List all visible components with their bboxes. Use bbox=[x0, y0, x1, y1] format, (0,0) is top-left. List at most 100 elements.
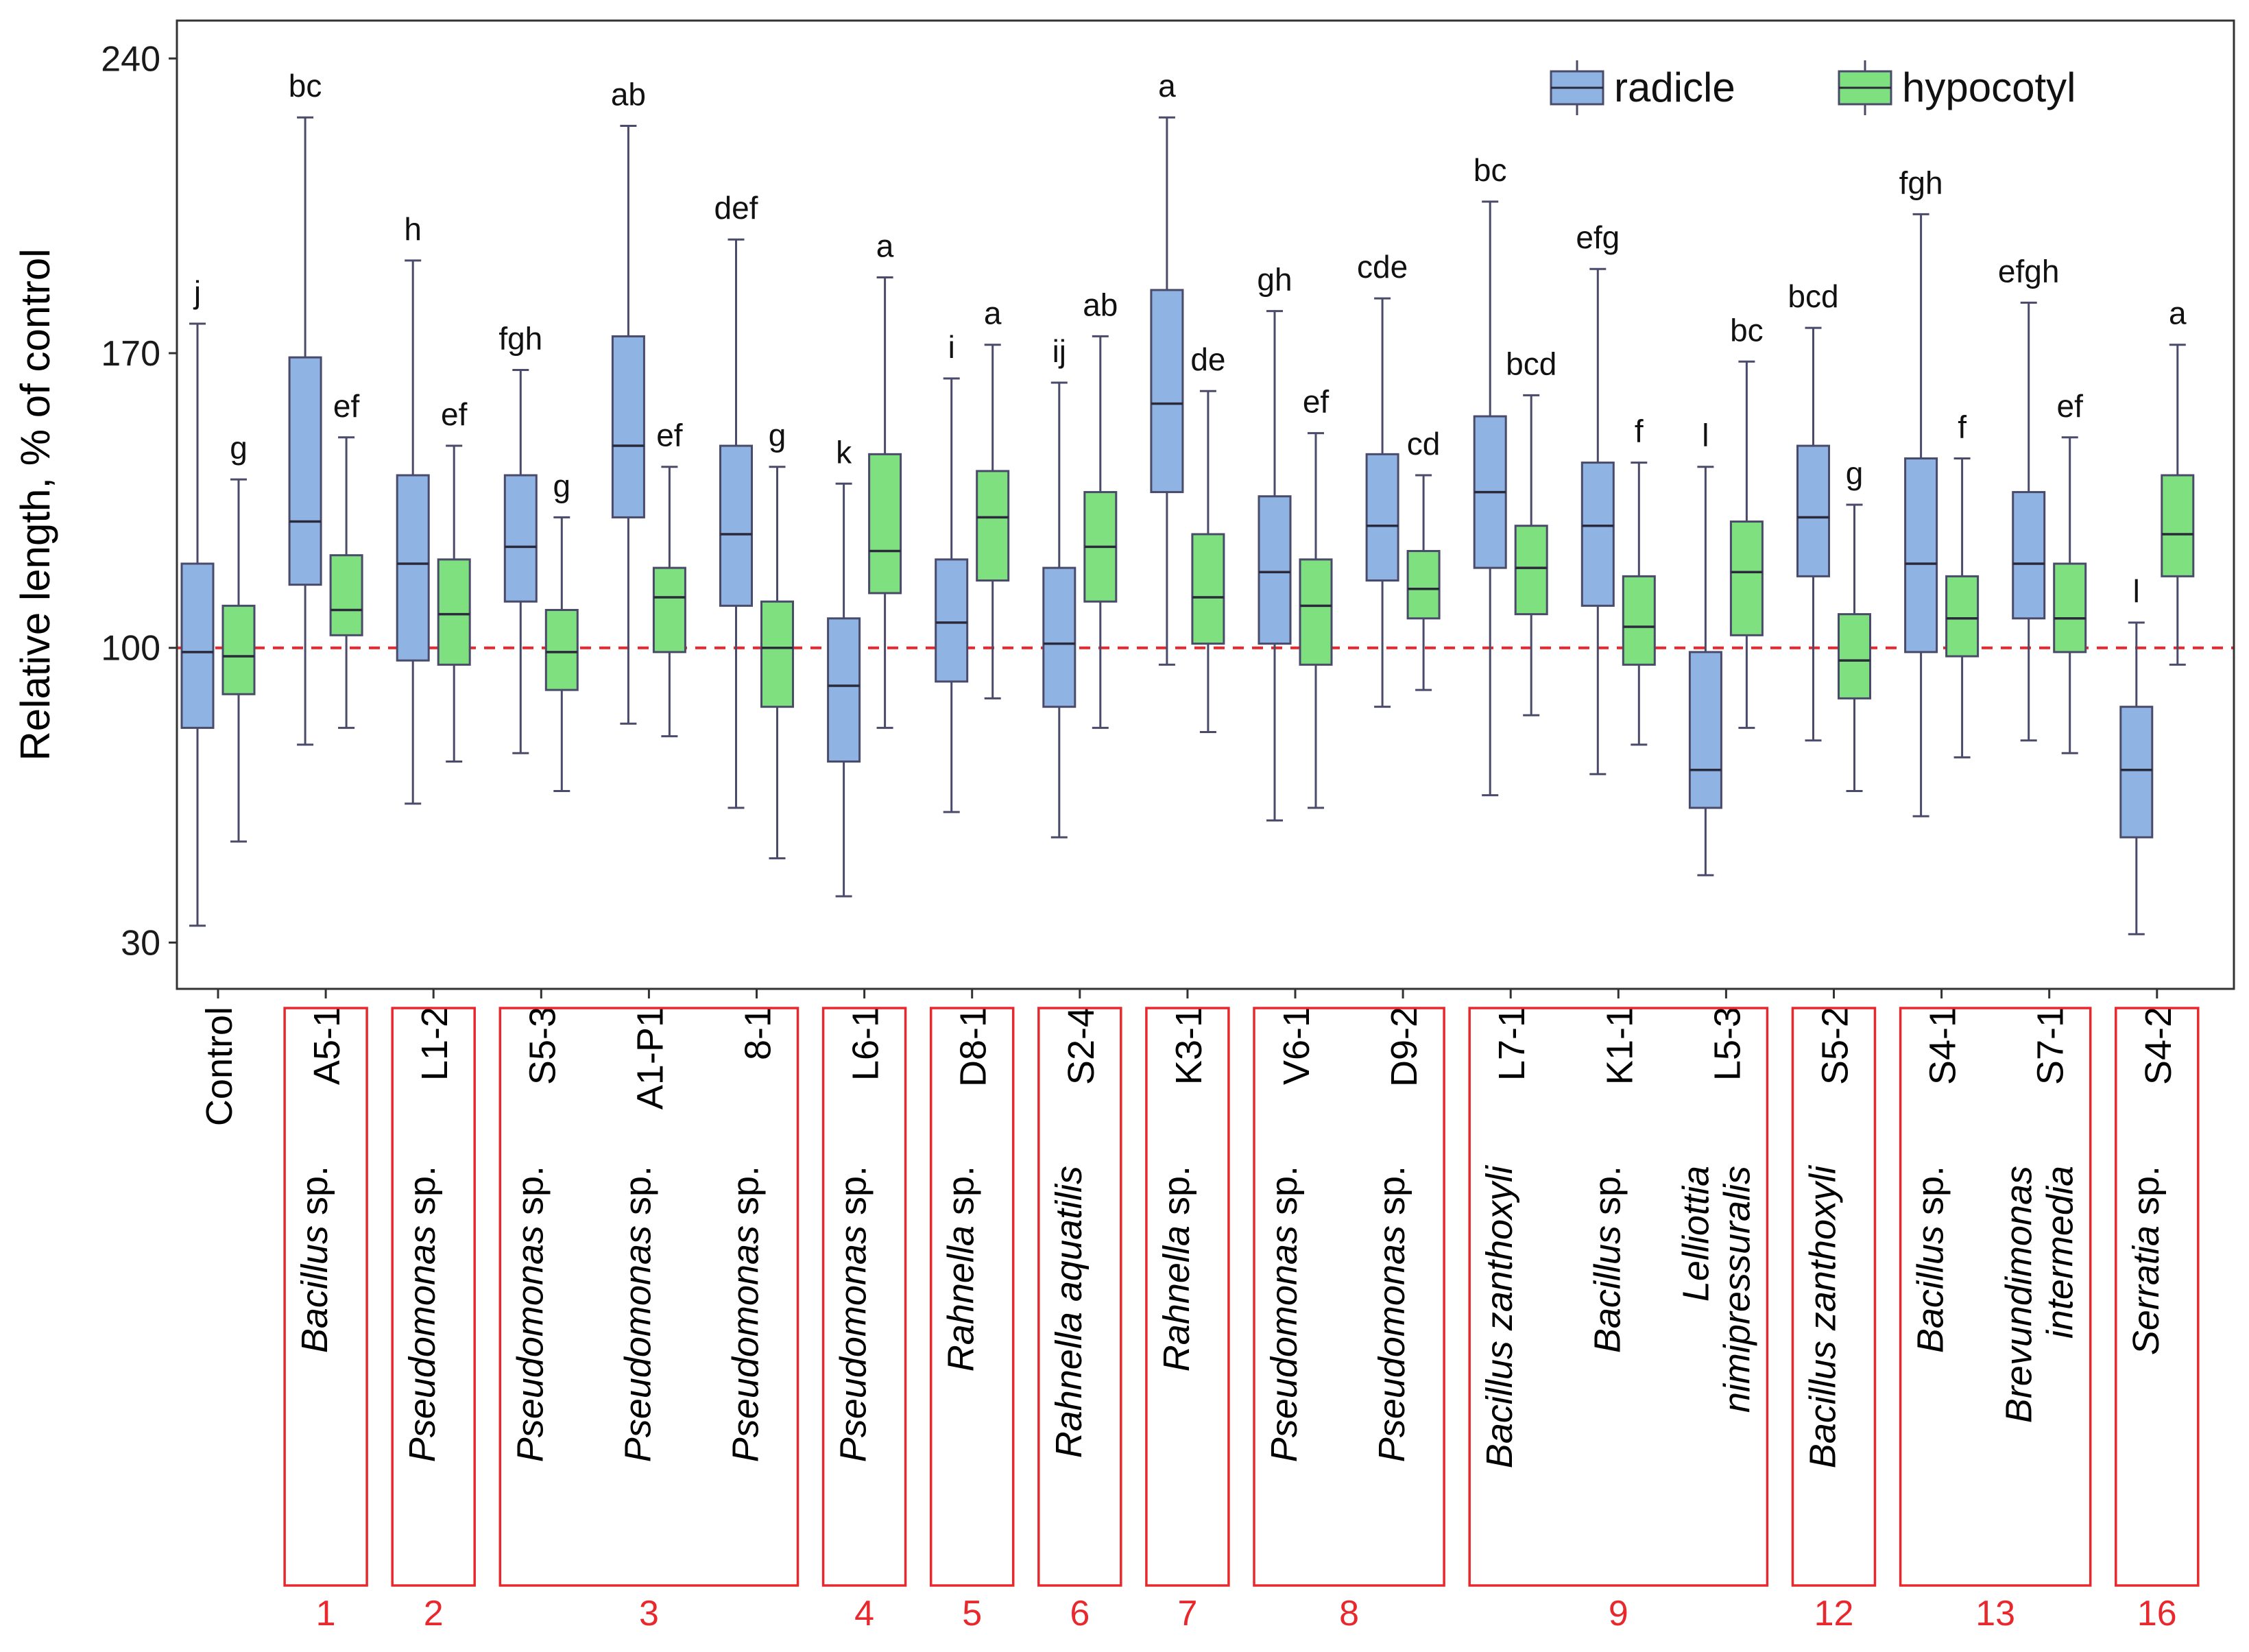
significance-letter: fgh bbox=[1899, 165, 1943, 200]
box-radicle-S4-1: fgh bbox=[1899, 165, 1943, 817]
box-hypocotyl-S7-1: ef bbox=[2053, 388, 2087, 754]
group-bracket bbox=[1899, 1007, 2092, 1587]
species-label-part: sp. bbox=[402, 1166, 443, 1225]
species-label-line1: Brevundimonas bbox=[1999, 1166, 2040, 1423]
species-label: Pseudomonas sp. bbox=[1371, 1166, 1412, 1462]
box-iqr bbox=[2053, 562, 2087, 654]
strain-label: 8-1 bbox=[738, 1007, 779, 1060]
box-iqr bbox=[935, 558, 969, 683]
box-radicle-L5-3: l bbox=[1688, 418, 1722, 876]
box-iqr bbox=[1688, 651, 1722, 809]
species-label-part: sp. bbox=[1910, 1166, 1951, 1225]
y-tick-label: 240 bbox=[101, 39, 160, 79]
box-hypocotyl-V6-1: ef bbox=[1299, 384, 1333, 809]
box-hypocotyl-S4-2: a bbox=[2161, 296, 2195, 666]
species-label-part: sp. bbox=[725, 1166, 767, 1225]
box-iqr bbox=[1622, 575, 1656, 666]
group-number: 1 bbox=[316, 1594, 336, 1633]
significance-letter: l bbox=[2133, 573, 2140, 609]
box-hypocotyl-A1-P1: ef bbox=[652, 418, 686, 738]
significance-letter: g bbox=[1846, 455, 1864, 491]
significance-letter: a bbox=[2169, 296, 2187, 331]
group-bracket bbox=[1145, 1007, 1230, 1587]
species-label: Bacillus zanthoxyli bbox=[1479, 1164, 1520, 1468]
significance-letter: l bbox=[1702, 418, 1709, 453]
legend-label: radicle bbox=[1614, 64, 1735, 110]
species-label-part: Pseudomonas bbox=[833, 1225, 874, 1462]
group-bracket bbox=[1791, 1007, 1877, 1587]
species-label-part: Rahnella bbox=[941, 1225, 982, 1372]
group-bracket bbox=[1253, 1007, 1445, 1587]
plot-frame bbox=[176, 19, 2235, 990]
significance-letter: g bbox=[769, 418, 786, 453]
box-iqr bbox=[868, 453, 902, 595]
legend-label: hypocotyl bbox=[1902, 64, 2076, 110]
box-hypocotyl-L7-1: bcd bbox=[1506, 346, 1556, 717]
box-iqr bbox=[1729, 520, 1764, 636]
group-bracket bbox=[2115, 1007, 2200, 1587]
significance-letter: ef bbox=[2057, 388, 2084, 424]
box-radicle-L6-1: k bbox=[827, 434, 861, 898]
box-radicle-8-1: def bbox=[714, 190, 758, 809]
significance-letter: h bbox=[404, 211, 422, 247]
box-radicle-K3-1: a bbox=[1150, 68, 1184, 666]
box-iqr bbox=[180, 562, 215, 729]
species-label: Bacillus zanthoxyli bbox=[1803, 1164, 1844, 1468]
box-iqr bbox=[221, 604, 256, 695]
group-bracket bbox=[391, 1007, 476, 1587]
significance-letter: cd bbox=[1407, 426, 1441, 462]
species-label-part: Bacillus bbox=[1910, 1225, 1951, 1353]
strain-label: L5-3 bbox=[1707, 1007, 1748, 1081]
box-iqr bbox=[544, 608, 579, 691]
box-iqr bbox=[1406, 550, 1441, 620]
species-label-line2: intermedia bbox=[2040, 1166, 2081, 1339]
box-iqr bbox=[396, 474, 430, 662]
group-number: 6 bbox=[1070, 1594, 1090, 1633]
group-number: 12 bbox=[1814, 1594, 1854, 1633]
strain-label: S4-1 bbox=[1923, 1007, 1964, 1085]
species-label-part: Pseudomonas bbox=[1371, 1225, 1412, 1462]
significance-letter: ef bbox=[1303, 384, 1330, 420]
box-radicle-S4-2: l bbox=[2119, 573, 2154, 935]
box-iqr bbox=[437, 558, 471, 666]
box-radicle-S5-3: fgh bbox=[498, 321, 542, 754]
box-hypocotyl-Control: g bbox=[221, 430, 256, 843]
species-label-part: sp. bbox=[509, 1166, 551, 1225]
significance-letter: ef bbox=[441, 396, 468, 432]
group-bracket bbox=[283, 1007, 368, 1587]
species-label-part: sp. bbox=[1371, 1166, 1412, 1225]
box-hypocotyl-S4-1: f bbox=[1945, 409, 1980, 758]
group-bracket bbox=[498, 1007, 799, 1587]
significance-letter: a bbox=[1158, 68, 1176, 104]
box-iqr bbox=[1796, 444, 1830, 577]
species-label: Pseudomonas sp. bbox=[833, 1166, 874, 1462]
box-iqr bbox=[1191, 533, 1225, 645]
strain-label: V6-1 bbox=[1276, 1007, 1317, 1085]
box-hypocotyl-S5-2: g bbox=[1838, 455, 1871, 792]
significance-letter: i bbox=[948, 329, 955, 365]
strain-label: S5-3 bbox=[522, 1007, 563, 1085]
box-iqr bbox=[1904, 457, 1938, 654]
significance-letter: bc bbox=[1730, 312, 1764, 348]
box-hypocotyl-8-1: g bbox=[760, 418, 794, 860]
species-label-part: sp. bbox=[617, 1166, 658, 1225]
significance-letter: def bbox=[714, 190, 758, 226]
box-iqr bbox=[503, 474, 538, 603]
strain-label: S2-4 bbox=[1061, 1007, 1102, 1085]
species-label-part: sp. bbox=[2126, 1166, 2167, 1225]
box-iqr bbox=[1580, 462, 1615, 607]
box-radicle-V6-1: gh bbox=[1257, 262, 1292, 822]
strain-label: A1-P1 bbox=[629, 1007, 671, 1110]
box-iqr bbox=[2161, 474, 2195, 577]
species-label-part: Pseudomonas bbox=[617, 1225, 658, 1462]
box-iqr bbox=[1299, 558, 1333, 666]
species-label-part: Pseudomonas bbox=[725, 1225, 767, 1462]
species-label: Rahnella sp. bbox=[941, 1166, 982, 1372]
y-tick-label: 100 bbox=[101, 629, 160, 669]
species-label-part: sp. bbox=[941, 1166, 982, 1225]
species-label: Serratia sp. bbox=[2126, 1166, 2167, 1355]
box-iqr bbox=[329, 554, 363, 636]
significance-letter: gh bbox=[1257, 262, 1292, 298]
